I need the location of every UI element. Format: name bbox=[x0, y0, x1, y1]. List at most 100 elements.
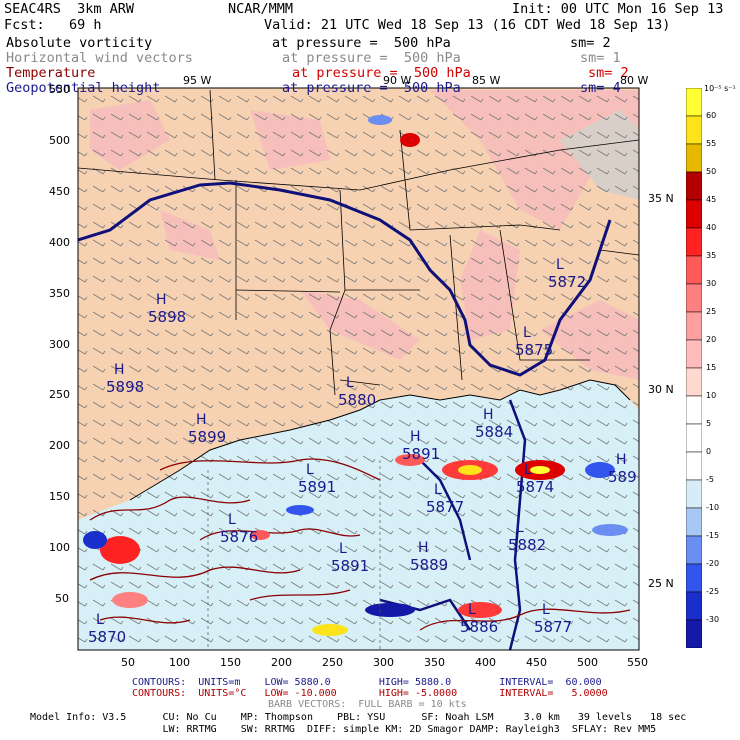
field-4-name: Geopotential height bbox=[6, 80, 161, 96]
colorbar-level-label: -30 bbox=[706, 615, 720, 624]
colorbar-swatch bbox=[686, 619, 702, 648]
x-tick: 50 bbox=[121, 656, 135, 669]
colorbar-swatch bbox=[686, 423, 702, 453]
field-1-level: at pressure = 500 hPa bbox=[272, 35, 451, 51]
field-3-sm: sm= 2 bbox=[588, 65, 629, 81]
map-frame bbox=[77, 87, 640, 651]
x-tick: 400 bbox=[475, 656, 496, 669]
low-pressure-marker: L bbox=[524, 462, 532, 478]
forecast-hour: Fcst: 69 h bbox=[4, 17, 102, 33]
lat-label-25n: 25 N bbox=[648, 577, 674, 590]
height-contour-5880 bbox=[78, 181, 612, 377]
colorbar-swatch bbox=[686, 283, 702, 313]
lon-label-90w: 90 W bbox=[383, 74, 412, 87]
height-value-label: 5898 bbox=[106, 378, 145, 396]
high-pressure-marker: H bbox=[196, 412, 207, 428]
y-tick: 150 bbox=[49, 490, 70, 503]
height-value-label: 5889 bbox=[410, 556, 449, 574]
colorbar-level-label: -10 bbox=[706, 503, 720, 512]
y-tick: 300 bbox=[49, 338, 70, 351]
height-value-label: 5886 bbox=[460, 618, 499, 636]
colorbar-swatch bbox=[686, 395, 702, 425]
high-pressure-marker: H bbox=[616, 452, 627, 468]
colorbar-swatch bbox=[686, 339, 702, 369]
low-pressure-marker: L bbox=[523, 325, 531, 341]
low-pressure-marker: L bbox=[346, 375, 354, 391]
colorbar-level-label: 0 bbox=[706, 447, 712, 456]
field-2-sm: sm= 1 bbox=[580, 50, 621, 66]
colorbar-level-label: -5 bbox=[706, 475, 714, 484]
height-value-label: 5877 bbox=[534, 618, 573, 636]
field-2-level: at pressure = 500 hPa bbox=[282, 50, 461, 66]
height-value-label: 5891 bbox=[298, 478, 337, 496]
model-info-line2: LW: RRTMG SW: RRTMG DIFF: simple KM: 2D … bbox=[30, 724, 657, 735]
state-borders bbox=[78, 89, 639, 396]
colorbar-swatch bbox=[686, 507, 702, 537]
field-2-name: Horizontal wind vectors bbox=[6, 50, 193, 66]
colorbar-swatch bbox=[686, 563, 702, 593]
field-3-level: at pressure = 500 hPa bbox=[292, 65, 471, 81]
high-pressure-marker: H bbox=[114, 362, 125, 378]
footer-barb-info: BARB VECTORS: FULL BARB = 10 kts bbox=[268, 699, 467, 710]
init-time: Init: 00 UTC Mon 16 Sep 13 bbox=[512, 1, 724, 17]
y-tick: 100 bbox=[49, 541, 70, 554]
colorbar-unit: 10⁻⁵ s⁻¹ bbox=[704, 84, 736, 93]
y-tick: 450 bbox=[49, 185, 70, 198]
colorbar-swatch bbox=[686, 367, 702, 397]
low-pressure-marker: L bbox=[434, 482, 442, 498]
y-tick: 400 bbox=[49, 236, 70, 249]
colorbar-level-label: 5 bbox=[706, 419, 712, 428]
height-value-label: 5884 bbox=[475, 423, 514, 441]
colorbar-swatch bbox=[686, 311, 702, 341]
y-tick: 550 bbox=[49, 83, 70, 96]
low-pressure-marker: L bbox=[516, 520, 524, 536]
model-info-line1: Model Info: V3.5 CU: No Cu MP: Thompson … bbox=[30, 712, 687, 723]
height-value-label: 5899 bbox=[188, 428, 227, 446]
colorbar-level-label: 20 bbox=[706, 335, 717, 344]
wind-barbs bbox=[78, 88, 639, 650]
colorbar-swatch bbox=[686, 227, 702, 257]
low-pressure-marker: L bbox=[306, 462, 314, 478]
colorbar-level-label: 50 bbox=[706, 167, 717, 176]
y-tick: 200 bbox=[49, 439, 70, 452]
x-tick: 150 bbox=[220, 656, 241, 669]
colorbar-level-label: -15 bbox=[706, 531, 720, 540]
field-1-name: Absolute vorticity bbox=[6, 35, 153, 51]
low-pressure-marker: L bbox=[228, 512, 236, 528]
field-4-sm: sm= 4 bbox=[580, 80, 621, 96]
high-pressure-marker: H bbox=[410, 429, 421, 445]
y-tick: 500 bbox=[49, 134, 70, 147]
lon-label-80w: 80 W bbox=[620, 74, 649, 87]
colorbar-swatch bbox=[686, 535, 702, 565]
colorbar-level-label: 15 bbox=[706, 363, 717, 372]
colorbar-swatch bbox=[686, 479, 702, 509]
field-4-level: at pressure = 500 hPa bbox=[282, 80, 461, 96]
height-value-label: 5898 bbox=[148, 308, 187, 326]
colorbar-level-label: 60 bbox=[706, 111, 717, 120]
height-value-label: 5882 bbox=[508, 536, 547, 554]
model-title: SEAC4RS 3km ARW bbox=[4, 1, 135, 17]
height-value-label: 5880 bbox=[338, 391, 377, 409]
height-value-label: 589 bbox=[608, 468, 637, 486]
lat-label-35n: 35 N bbox=[648, 192, 674, 205]
colorbar-level-label: -20 bbox=[706, 559, 720, 568]
low-pressure-marker: L bbox=[542, 602, 550, 618]
height-value-label: 5870 bbox=[88, 628, 127, 646]
temperature-contours bbox=[89, 458, 631, 631]
low-pressure-marker: L bbox=[468, 602, 476, 618]
x-tick: 550 bbox=[627, 656, 648, 669]
footer-height-contours: CONTOURS: UNITS=m LOW= 5880.0 HIGH= 5880… bbox=[132, 677, 602, 688]
field-1-sm: sm= 2 bbox=[570, 35, 611, 51]
colorbar bbox=[686, 88, 702, 648]
y-tick: 250 bbox=[49, 388, 70, 401]
lat-label-30n: 30 N bbox=[648, 383, 674, 396]
valid-time: Valid: 21 UTC Wed 18 Sep 13 (16 CDT Wed … bbox=[264, 17, 671, 33]
low-pressure-marker: L bbox=[96, 612, 104, 628]
x-tick: 100 bbox=[169, 656, 190, 669]
colorbar-level-label: -25 bbox=[706, 587, 720, 596]
lon-label-85w: 85 W bbox=[472, 74, 501, 87]
x-tick: 350 bbox=[424, 656, 445, 669]
field-3-name: Temperature bbox=[6, 65, 96, 81]
y-tick: 350 bbox=[49, 287, 70, 300]
